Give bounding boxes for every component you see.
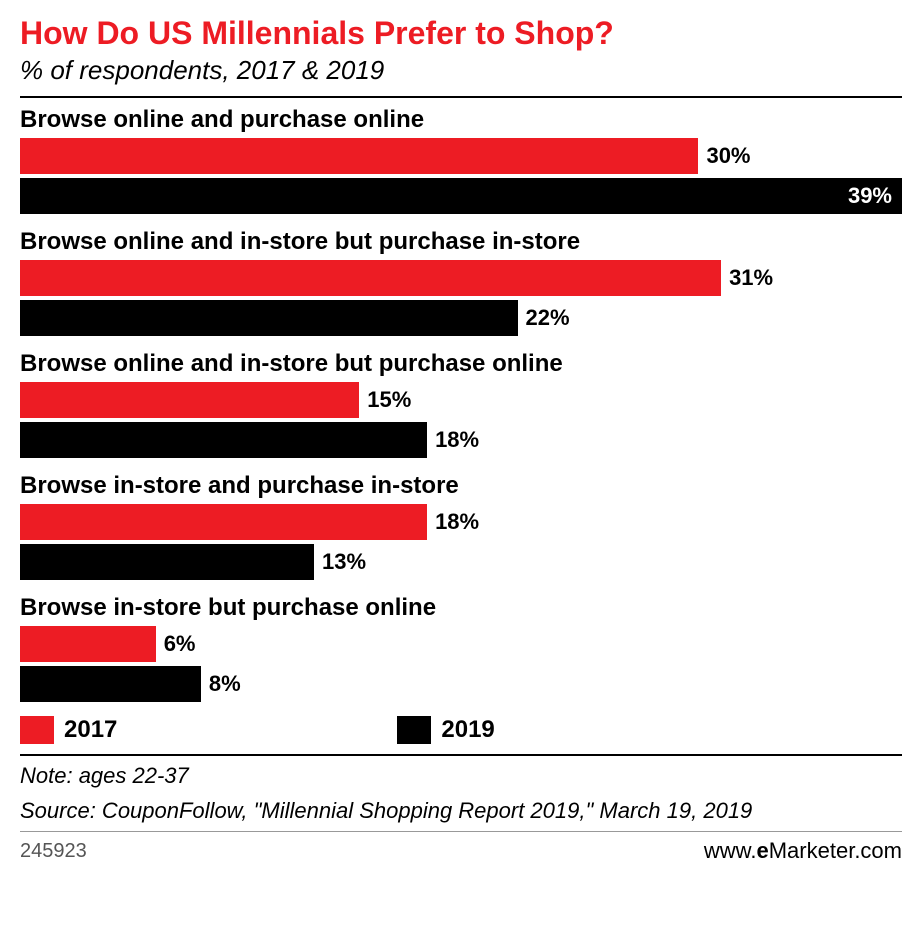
bar-row: 31% <box>20 260 902 296</box>
bar <box>20 382 359 418</box>
chart-group: Browse online and in-store but purchase … <box>20 228 902 336</box>
legend-item: 2019 <box>397 716 494 744</box>
footer-brand-www: www. <box>704 838 757 863</box>
bar <box>20 260 721 296</box>
bar-row: 18% <box>20 422 902 458</box>
chart-group: Browse online and in-store but purchase … <box>20 350 902 458</box>
chart-subtitle: % of respondents, 2017 & 2019 <box>20 55 902 86</box>
bar-value-label: 15% <box>367 387 411 413</box>
bar <box>20 300 518 336</box>
chart-title: How Do US Millennials Prefer to Shop? <box>20 16 902 51</box>
group-label: Browse online and in-store but purchase … <box>20 350 902 378</box>
footer-brand-e: e <box>756 838 768 863</box>
legend: 2017 2019 <box>20 716 902 744</box>
group-label: Browse in-store and purchase in-store <box>20 472 902 500</box>
bar-row: 22% <box>20 300 902 336</box>
chart-group: Browse in-store but purchase online 6% 8% <box>20 594 902 702</box>
bar-row: 6% <box>20 626 902 662</box>
chart-group: Browse in-store and purchase in-store 18%… <box>20 472 902 580</box>
group-label: Browse online and in-store but purchase … <box>20 228 902 256</box>
footer-brand-com: .com <box>854 838 902 863</box>
bar-value-label: 31% <box>729 265 773 291</box>
bar <box>20 666 201 702</box>
bar-value-label: 13% <box>322 549 366 575</box>
bar-value-label: 22% <box>526 305 570 331</box>
bar <box>20 422 427 458</box>
bottom-divider <box>20 831 902 832</box>
bar-value-label: 8% <box>209 671 241 697</box>
bar: 39% <box>20 178 902 214</box>
bar <box>20 504 427 540</box>
bar <box>20 544 314 580</box>
bar-chart: Browse online and purchase online30%39%B… <box>20 98 902 702</box>
bar <box>20 626 156 662</box>
bar-row: 15% <box>20 382 902 418</box>
legend-swatch <box>397 716 431 744</box>
bar-row: 39% <box>20 178 902 214</box>
bar-row: 13% <box>20 544 902 580</box>
group-label: Browse in-store but purchase online <box>20 594 902 622</box>
footer-brand-marketer: Marketer <box>769 838 855 863</box>
legend-swatch <box>20 716 54 744</box>
footer-brand: www.eMarketer.com <box>704 838 902 864</box>
group-label: Browse online and purchase online <box>20 106 902 134</box>
footer-id: 245923 <box>20 840 87 863</box>
chart-group: Browse online and purchase online 30% 39% <box>20 106 902 214</box>
bar-value-label: 6% <box>164 631 196 657</box>
note-source: Source: CouponFollow, "Millennial Shoppi… <box>20 797 902 826</box>
note-ages: Note: ages 22-37 <box>20 762 902 791</box>
bar-row: 18% <box>20 504 902 540</box>
bar-value-label: 18% <box>435 427 479 453</box>
legend-item: 2017 <box>20 716 117 744</box>
bar <box>20 138 698 174</box>
mid-divider <box>20 754 902 756</box>
legend-label: 2017 <box>64 716 117 744</box>
legend-label: 2019 <box>441 716 494 744</box>
bar-row: 30% <box>20 138 902 174</box>
bar-row: 8% <box>20 666 902 702</box>
bar-value-label: 30% <box>706 143 750 169</box>
bar-value-label: 18% <box>435 509 479 535</box>
